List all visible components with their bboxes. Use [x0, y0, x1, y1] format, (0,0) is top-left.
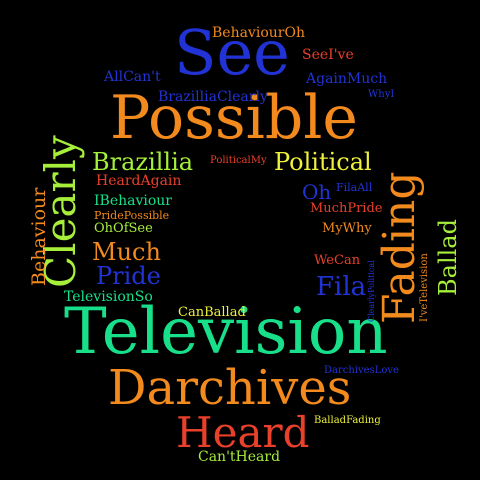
word-heardagain: HeardAgain — [96, 173, 182, 189]
word-filaall: FilaAll — [336, 181, 373, 194]
word-fading: Fading — [374, 171, 425, 324]
word-brazillia: Brazillia — [92, 148, 194, 176]
word-television: Television — [64, 295, 388, 369]
word-canballad: CanBallad — [178, 305, 246, 320]
word-balladfading: BalladFading — [314, 415, 381, 426]
word-brazilliaclearly: BrazilliaClearly — [158, 89, 268, 105]
word-wecan: WeCan — [314, 253, 361, 268]
word-ivetelevision: I'veTelevision — [419, 253, 430, 322]
word-heard: Heard — [176, 408, 310, 457]
word-political: Political — [274, 148, 372, 176]
word-ballad: Ballad — [434, 219, 462, 296]
word-possible: Possible — [110, 83, 358, 153]
word-see: See — [174, 16, 290, 89]
word-televisionso: TelevisionSo — [64, 289, 153, 305]
word-mywhy: MyWhy — [322, 221, 372, 236]
word-behaviouroh: BehaviourOh — [212, 25, 305, 41]
word-politicalmy: PoliticalMy — [210, 155, 267, 166]
word-clearlypolitical: ClearlyPolitical — [367, 260, 376, 322]
word-oh: Oh — [302, 180, 332, 204]
word-darchiveslove: DarchivesLove — [324, 365, 399, 376]
word-allcant: AllCan't — [104, 69, 161, 85]
word-ohofsee: OhOfSee — [94, 221, 153, 236]
word-behaviour: Behaviour — [28, 187, 50, 286]
word-seeive: SeeI've — [302, 47, 354, 63]
word-ibehaviour: IBehaviour — [94, 193, 172, 209]
word-pride: Pride — [96, 262, 161, 290]
word-muchpride: MuchPride — [310, 201, 383, 216]
word-pridepossible: PridePossible — [94, 209, 170, 222]
word-whyi: WhyI — [368, 89, 395, 100]
word-fila: Fila — [316, 272, 367, 302]
word-darchives: Darchives — [108, 360, 352, 416]
word-cantheard: Can'tHeard — [198, 449, 281, 465]
word-much: Much — [92, 238, 161, 266]
word-againmuch: AgainMuch — [306, 71, 388, 87]
